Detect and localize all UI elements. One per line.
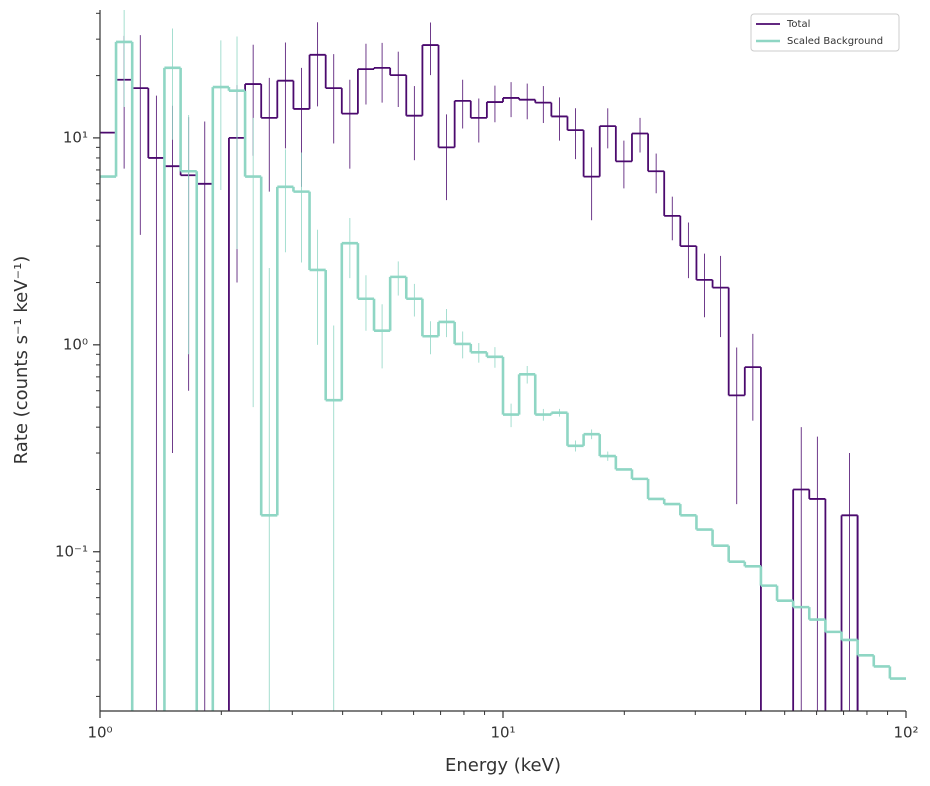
legend-box (750, 13, 900, 52)
x-axis-label: Energy (keV) (445, 755, 561, 776)
legend: Total Scaled Background (756, 19, 883, 47)
x-tick-label: 10² (893, 724, 918, 742)
plot-area (100, 10, 906, 711)
y-tick-label: 10⁻¹ (55, 542, 88, 560)
y-axis-label: Rate (counts s⁻¹ keV⁻¹) (11, 256, 32, 465)
x-tick-label: 10¹ (490, 724, 515, 742)
legend-label: Total (786, 19, 810, 30)
y-tick-label: 10⁰ (63, 335, 88, 353)
legend-label: Scaled Background (787, 36, 883, 47)
x-tick-label: 10⁰ (87, 724, 112, 742)
y-tick-label: 10¹ (63, 128, 88, 146)
